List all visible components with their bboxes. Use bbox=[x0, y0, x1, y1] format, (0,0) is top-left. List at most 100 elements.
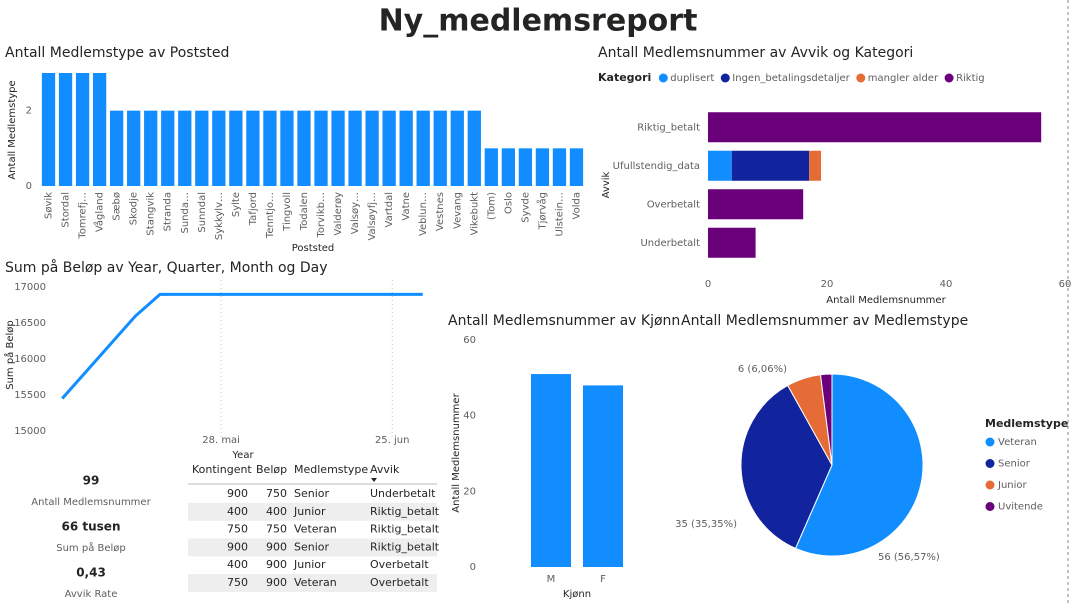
table-cell: Senior bbox=[294, 540, 330, 553]
data-label: 35 (35,35%) bbox=[675, 519, 737, 530]
card-label: Avvik Rate bbox=[65, 589, 118, 600]
legend-marker bbox=[856, 73, 866, 83]
bar bbox=[246, 110, 260, 186]
x-tick-label: Stangvik bbox=[146, 192, 157, 236]
data-label: 6 (6,06%) bbox=[738, 364, 787, 375]
bar-segment bbox=[809, 150, 822, 181]
x-tick-label: Valsøyfj… bbox=[367, 192, 378, 241]
chart-title: Antall Medlemsnummer av Medlemstype bbox=[681, 313, 968, 329]
x-tick-label: Søvik bbox=[44, 192, 55, 219]
table-cell: 900 bbox=[227, 540, 248, 553]
bar bbox=[92, 73, 107, 186]
bar bbox=[41, 73, 56, 186]
x-axis-title: Poststed bbox=[292, 243, 335, 254]
y-tick-label: Underbetalt bbox=[640, 238, 700, 249]
bar-segment bbox=[731, 150, 810, 181]
x-tick-label: Vikebukt bbox=[469, 192, 480, 235]
bar bbox=[58, 73, 73, 186]
row-background bbox=[188, 538, 437, 557]
x-tick-label: 25. jun bbox=[375, 435, 410, 446]
bar bbox=[75, 73, 90, 186]
table-cell: 400 bbox=[266, 505, 287, 518]
bar bbox=[530, 374, 572, 567]
legend-label: Veteran bbox=[998, 437, 1037, 448]
table-header: Kontingent bbox=[192, 463, 252, 476]
table-cell: 400 bbox=[227, 558, 248, 571]
x-tick-label: Todalen bbox=[299, 192, 310, 231]
y-axis-title: Avvik bbox=[601, 171, 612, 198]
bar-segment bbox=[708, 227, 756, 258]
bar bbox=[127, 110, 141, 186]
bar bbox=[144, 110, 158, 186]
x-tick-label: F bbox=[600, 574, 606, 585]
legend-marker bbox=[944, 73, 954, 83]
table-cell: 750 bbox=[266, 487, 287, 500]
y-tick-label: 16500 bbox=[14, 318, 46, 329]
x-tick-label: Tafjord bbox=[248, 192, 259, 226]
table-cell: Riktig_betalt bbox=[370, 505, 440, 518]
y-tick-label: 17000 bbox=[14, 282, 46, 293]
x-tick-label: Vevang bbox=[452, 192, 463, 229]
legend-marker bbox=[985, 437, 995, 447]
x-tick-label: Sunndal bbox=[197, 192, 208, 233]
chart-title: Antall Medlemsnummer av Avvik og Kategor… bbox=[598, 45, 913, 61]
y-tick-label: 15500 bbox=[14, 390, 46, 401]
x-tick-label: Tomrefj… bbox=[78, 192, 89, 240]
y-tick-label: 20 bbox=[463, 486, 476, 497]
y-tick-label: 40 bbox=[463, 411, 476, 422]
legend-label: Junior bbox=[997, 480, 1028, 491]
table-header: Avvik bbox=[370, 463, 400, 476]
chart-title: Antall Medlemsnummer av Kjønn bbox=[448, 313, 680, 329]
bar bbox=[518, 148, 533, 186]
bar bbox=[535, 148, 550, 186]
x-tick-label: (Tom) bbox=[486, 192, 497, 220]
y-tick-label: Riktig_betalt bbox=[637, 122, 700, 133]
table-cell: Veteran bbox=[294, 576, 337, 589]
legend-title: Kategori bbox=[598, 71, 651, 84]
x-tick-label: Sæbø bbox=[112, 192, 123, 221]
legend-marker bbox=[720, 73, 730, 83]
legend-label: Senior bbox=[998, 459, 1031, 470]
bar bbox=[331, 110, 345, 186]
row-background bbox=[188, 502, 437, 521]
x-tick-label: 28. mai bbox=[202, 435, 240, 446]
x-tick-label: Sylte bbox=[231, 192, 242, 217]
table-cell: Senior bbox=[294, 487, 330, 500]
x-tick-label: Vatne bbox=[401, 192, 412, 221]
legend-label: mangler alder bbox=[868, 73, 939, 84]
x-tick-label: 40 bbox=[940, 279, 953, 290]
report-title: Ny_medlemsreport bbox=[379, 4, 698, 39]
x-axis-title: Year bbox=[231, 450, 254, 461]
table-header: Medlemstype bbox=[294, 463, 368, 476]
line-series bbox=[61, 292, 423, 400]
table-cell: Underbetalt bbox=[370, 487, 436, 500]
bar bbox=[348, 110, 362, 186]
table-cell: Junior bbox=[293, 558, 326, 571]
x-tick-label: 60 bbox=[1059, 279, 1072, 290]
y-tick-label: 2 bbox=[26, 106, 32, 117]
x-tick-label: Torvikb… bbox=[316, 192, 327, 238]
x-axis-title: Kjønn bbox=[563, 589, 591, 600]
card-value: 0,43 bbox=[76, 566, 106, 580]
legend-marker bbox=[985, 459, 995, 468]
x-tick-label: Stordal bbox=[61, 192, 72, 228]
table-cell: 750 bbox=[227, 576, 248, 589]
table-cell: Veteran bbox=[294, 523, 337, 536]
y-tick-label: Overbetalt bbox=[647, 199, 700, 210]
card-label: Antall Medlemsnummer bbox=[31, 497, 151, 508]
pie-slice bbox=[819, 373, 833, 466]
y-axis-title: Antall Medlemstype bbox=[7, 80, 18, 179]
bar bbox=[314, 110, 328, 186]
x-tick-label: Ulstein… bbox=[554, 192, 565, 237]
bar-segment bbox=[708, 112, 1042, 143]
x-tick-label: Tenntjo… bbox=[265, 192, 276, 239]
x-tick-label: 20 bbox=[821, 279, 834, 290]
y-tick-label: 16000 bbox=[14, 354, 46, 365]
bar bbox=[263, 110, 277, 186]
x-tick-label: Tjørvåg bbox=[535, 192, 548, 231]
x-tick-label: Vågland bbox=[93, 192, 106, 232]
y-axis-title: Antall Medlemsnummer bbox=[451, 392, 462, 512]
legend-label: Ingen_betalingsdetaljer bbox=[732, 73, 850, 84]
chart-title: Sum på Beløp av Year, Quarter, Month og … bbox=[5, 259, 328, 276]
legend-label: Uvitende bbox=[998, 502, 1043, 513]
